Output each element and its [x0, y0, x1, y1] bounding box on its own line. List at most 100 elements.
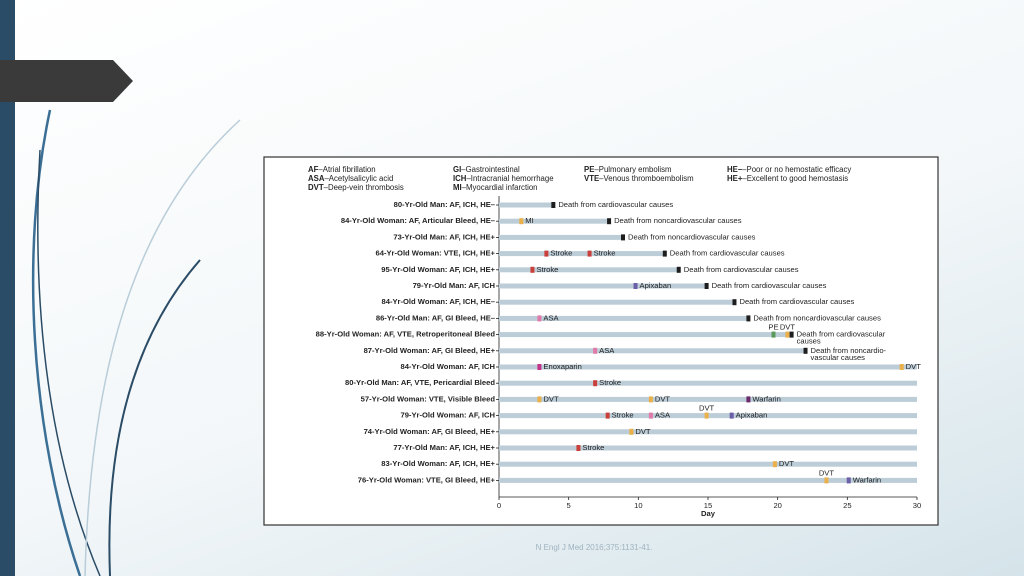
- event-marker: [771, 331, 776, 338]
- legend-entry: ASA–Acetylsalicylic acid: [308, 174, 393, 183]
- legend-entry: DVT–Deep-vein thrombosis: [308, 183, 404, 192]
- legend-abbr: ICH: [453, 174, 467, 183]
- event-label: DVT: [699, 404, 715, 413]
- event-label: DVT: [780, 323, 796, 332]
- event-label: Warfarin: [853, 475, 881, 484]
- row-bar: [499, 348, 806, 354]
- death-marker: [803, 347, 808, 354]
- row-label: 74-Yr-Old Woman: AF, GI Bleed, HE+: [364, 427, 496, 436]
- death-marker: [789, 331, 794, 338]
- event-label: DVT: [543, 394, 559, 403]
- legend-text: –Deep-vein thrombosis: [324, 183, 404, 192]
- row-label: 84-Yr-Old Woman: AF, ICH, HE–: [382, 297, 496, 306]
- row-label: 83-Yr-Old Woman: AF, ICH, HE+: [381, 459, 495, 468]
- citation: N Engl J Med 2016;375:1131-41.: [536, 543, 653, 552]
- row-bar: [499, 299, 735, 305]
- row-bar: [499, 315, 749, 321]
- event-label: Stroke: [612, 411, 634, 420]
- deco-curve: [84, 119, 241, 576]
- row-bar: [499, 380, 917, 386]
- row-bar: [499, 461, 917, 467]
- event-label: DVT: [779, 459, 795, 468]
- death-marker: [746, 315, 751, 322]
- event-label: ASA: [543, 313, 559, 322]
- death-marker: [676, 266, 681, 273]
- event-label: Apixaban: [736, 411, 768, 420]
- legend-entry: MI–Myocardial infarction: [453, 183, 538, 192]
- event-marker: [729, 412, 734, 419]
- legend-abbr: ASA: [308, 174, 325, 183]
- event-marker: [746, 396, 751, 403]
- event-marker: [648, 412, 653, 419]
- event-label: Stroke: [582, 443, 604, 452]
- legend-text: –Venous thromboembolism: [599, 174, 693, 183]
- chart-frame: [263, 156, 939, 526]
- legend-abbr: AF: [308, 165, 319, 174]
- death-label: causes: [797, 337, 821, 346]
- legend-entry: HE––Poor or no hemostatic efficacy: [727, 165, 851, 174]
- legend-entry: HE+–Excellent to good hemostasis: [727, 174, 848, 183]
- legend-abbr: HE+: [727, 174, 743, 183]
- legend-entry: GI–Gastrointestinal: [453, 165, 520, 174]
- event-label: DVT: [906, 362, 922, 371]
- event-marker: [704, 412, 709, 419]
- legend-entry: VTE–Venous thromboembolism: [584, 174, 694, 183]
- deco-curve: [108, 259, 201, 576]
- event-marker: [530, 266, 535, 273]
- death-marker: [621, 234, 626, 241]
- x-tick-label: 10: [634, 501, 642, 510]
- row-bar: [499, 332, 792, 338]
- row-label: 87-Yr-Old Woman: AF, GI Bleed, HE+: [364, 346, 496, 355]
- x-tick-label: 30: [913, 501, 921, 510]
- x-tick-label: 5: [567, 501, 571, 510]
- row-bar: [499, 429, 917, 435]
- event-marker: [519, 218, 524, 225]
- death-label: Death from noncardiovascular causes: [614, 216, 742, 225]
- death-label: Death from noncardio-: [811, 346, 887, 355]
- row-label: 77-Yr-Old Man: AF, ICH, HE+: [393, 443, 495, 452]
- side-strip: [0, 0, 15, 576]
- event-marker: [537, 396, 542, 403]
- event-marker: [576, 445, 581, 451]
- legend-abbr: MI: [453, 183, 462, 192]
- event-label: ASA: [599, 346, 615, 355]
- legend-text: –Acetylsalicylic acid: [324, 174, 393, 183]
- legend-text: –Myocardial infarction: [462, 183, 538, 192]
- event-marker: [544, 250, 549, 257]
- death-label: Death from cardiovascular: [797, 330, 886, 339]
- death-marker: [662, 250, 667, 257]
- death-label: Death from cardiovascular causes: [670, 249, 785, 258]
- legend-text: –Gastrointestinal: [461, 165, 520, 174]
- death-marker: [704, 283, 709, 289]
- event-marker: [846, 477, 851, 484]
- event-marker: [785, 331, 790, 338]
- event-label: Stroke: [536, 265, 558, 274]
- row-bar: [499, 202, 554, 208]
- event-label: PE: [768, 323, 778, 332]
- row-bar: [499, 218, 610, 224]
- legend-abbr: DVT: [308, 183, 324, 192]
- x-tick-label: 20: [773, 501, 781, 510]
- legend-abbr: HE–: [727, 165, 743, 174]
- event-marker: [605, 412, 610, 419]
- x-tick-label: 0: [497, 501, 501, 510]
- event-label: DVT: [819, 468, 835, 477]
- death-marker: [551, 202, 556, 208]
- death-label: Death from noncardiovascular causes: [628, 232, 756, 241]
- row-label: 73-Yr-Old Man: AF, ICH, HE+: [393, 232, 495, 241]
- x-tick-label: 25: [843, 501, 851, 510]
- row-bar: [499, 364, 917, 370]
- deco-curve: [37, 149, 101, 576]
- event-label: DVT: [635, 427, 651, 436]
- event-marker: [587, 250, 592, 257]
- legend-abbr: PE: [584, 165, 594, 174]
- event-label: ASA: [655, 411, 671, 420]
- event-label: MI: [525, 216, 533, 225]
- row-label: 79-Yr-Old Woman: AF, ICH: [400, 411, 495, 420]
- row-bar: [499, 251, 665, 257]
- row-label: 86-Yr-Old Man: AF, GI Bleed, HE–: [376, 313, 495, 322]
- legend-text: –Intracranial hemorrhage: [466, 174, 553, 183]
- row-bar: [499, 267, 679, 273]
- row-label: 95-Yr-Old Woman: AF, ICH, HE+: [381, 265, 495, 274]
- death-label: vascular causes: [811, 353, 866, 362]
